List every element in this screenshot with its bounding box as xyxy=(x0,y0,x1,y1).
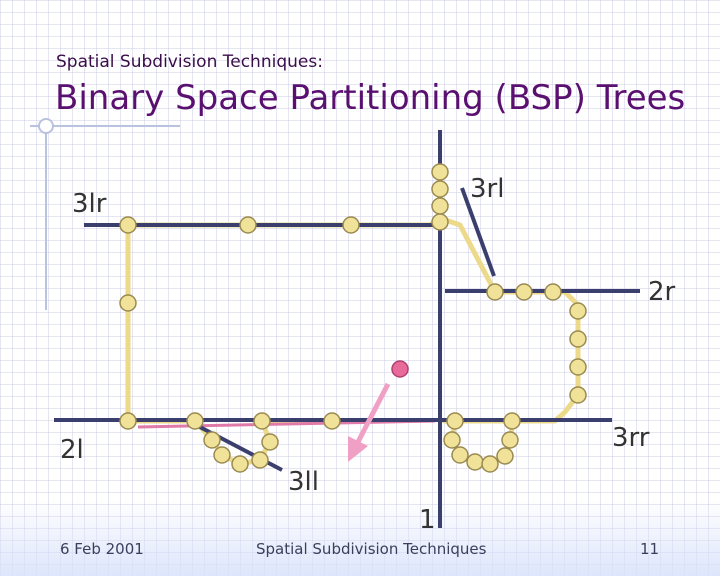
rule-knob xyxy=(38,118,54,134)
polygon-vertices xyxy=(119,163,587,473)
footer-gradient xyxy=(0,500,720,576)
polygon-edge-right xyxy=(437,215,581,424)
footer-title: Spatial Subdivision Techniques xyxy=(256,540,487,558)
polygon-edge-upper-left xyxy=(125,169,443,424)
label-3rl: 3rl xyxy=(470,174,504,204)
vertex xyxy=(342,216,360,234)
label-3rr: 3rr xyxy=(612,423,650,453)
vertex xyxy=(544,283,562,301)
vertex xyxy=(569,330,587,348)
vertex xyxy=(451,446,469,464)
vertex xyxy=(213,446,231,464)
partition-line-3rl xyxy=(460,187,496,277)
label-2l: 2l xyxy=(60,435,84,465)
vertex xyxy=(261,433,279,451)
label-3lr: 3lr xyxy=(72,189,107,219)
query-arrow-head xyxy=(348,436,368,462)
vertex xyxy=(253,412,271,430)
slide-title: Binary Space Partitioning (BSP) Trees xyxy=(55,78,686,118)
vertex xyxy=(431,180,449,198)
footer-date: 6 Feb 2001 xyxy=(60,540,144,558)
vertex xyxy=(119,412,137,430)
vertex xyxy=(431,213,449,231)
vertex xyxy=(496,447,514,465)
vertex xyxy=(569,358,587,376)
label-2r: 2r xyxy=(648,277,676,307)
vertex xyxy=(569,302,587,320)
vertex xyxy=(486,283,504,301)
vertex xyxy=(431,163,449,181)
vertex xyxy=(119,294,137,312)
vertex xyxy=(119,216,137,234)
vertex xyxy=(446,412,464,430)
footer-page-number: 11 xyxy=(640,540,660,558)
vertex xyxy=(431,197,449,215)
label-3ll: 3ll xyxy=(288,467,319,497)
query-arrow-shaft xyxy=(355,382,391,444)
vertex xyxy=(569,386,587,404)
vertex xyxy=(231,455,249,473)
vertex xyxy=(239,216,257,234)
vertex xyxy=(251,451,269,469)
vertex xyxy=(186,412,204,430)
query-point xyxy=(391,360,409,378)
vertex xyxy=(481,455,499,473)
vertex xyxy=(203,431,221,449)
vertex xyxy=(323,412,341,430)
query-arrow xyxy=(348,382,391,462)
partition-lines xyxy=(54,130,640,528)
slide-subtitle: Spatial Subdivision Techniques: xyxy=(56,52,323,72)
vertex xyxy=(443,431,461,449)
vertex xyxy=(503,412,521,430)
vertex xyxy=(466,453,484,471)
label-1: 1 xyxy=(419,505,436,535)
vertex xyxy=(515,283,533,301)
vertex xyxy=(501,431,519,449)
